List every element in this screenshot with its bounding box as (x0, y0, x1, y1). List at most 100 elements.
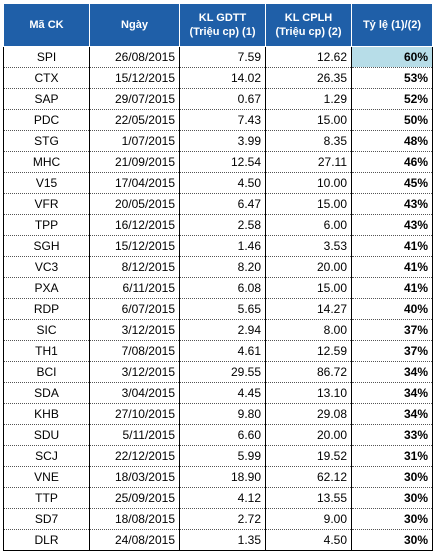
cell-code: BCI (3, 361, 90, 383)
table-row: VNE 18/03/2015 18.90 62.12 30% (3, 466, 433, 488)
cell-date: 1/07/2015 (89, 130, 180, 152)
cell-kl-cplh: 8.00 (265, 319, 352, 341)
header-kl-cplh-line2: (Triệu cp) (2) (275, 26, 342, 38)
cell-kl-cplh: 15.00 (265, 109, 352, 131)
table-row: MHC 21/09/2015 12.54 27.11 46% (3, 151, 433, 173)
cell-kl-cplh: 14.27 (265, 298, 352, 320)
cell-kl-cplh: 19.52 (265, 445, 352, 467)
table-row: DLR 24/08/2015 1.35 4.50 30% (3, 529, 433, 551)
cell-kl-cplh: 13.55 (265, 487, 352, 509)
cell-ratio: 48% (351, 130, 433, 152)
cell-code: TH1 (3, 340, 90, 362)
header-date: Ngày (89, 3, 180, 47)
cell-kl-gdtt: 1.35 (179, 529, 266, 551)
cell-code: SGH (3, 235, 90, 257)
cell-kl-cplh: 27.11 (265, 151, 352, 173)
cell-ratio: 41% (351, 235, 433, 257)
cell-kl-cplh: 12.59 (265, 340, 352, 362)
cell-kl-cplh: 12.62 (265, 46, 352, 68)
cell-ratio: 34% (351, 403, 433, 425)
table-header-row: Mã CK Ngày KL GDTT (Triệu cp) (1) KL CPL… (3, 3, 433, 47)
stock-table-container: Mã CK Ngày KL GDTT (Triệu cp) (1) KL CPL… (3, 3, 433, 551)
cell-ratio: 40% (351, 298, 433, 320)
cell-ratio: 34% (351, 382, 433, 404)
header-kl-gdtt-line1: KL GDTT (198, 12, 247, 24)
cell-kl-cplh: 8.35 (265, 130, 352, 152)
cell-kl-cplh: 9.00 (265, 508, 352, 530)
cell-date: 22/05/2015 (89, 109, 180, 131)
cell-ratio: 33% (351, 424, 433, 446)
cell-kl-gdtt: 7.59 (179, 46, 266, 68)
cell-date: 24/08/2015 (89, 529, 180, 551)
cell-kl-gdtt: 4.45 (179, 382, 266, 404)
header-date-label: Ngày (121, 19, 148, 31)
cell-code: CTX (3, 67, 90, 89)
cell-kl-gdtt: 5.99 (179, 445, 266, 467)
table-row: PXA 6/11/2015 6.08 15.00 41% (3, 277, 433, 299)
cell-code: SAP (3, 88, 90, 110)
cell-kl-gdtt: 3.99 (179, 130, 266, 152)
cell-date: 17/04/2015 (89, 172, 180, 194)
table-row: VFR 20/05/2015 6.47 15.00 43% (3, 193, 433, 215)
cell-code: STG (3, 130, 90, 152)
cell-date: 6/07/2015 (89, 298, 180, 320)
cell-kl-cplh: 29.08 (265, 403, 352, 425)
cell-kl-gdtt: 18.90 (179, 466, 266, 488)
cell-kl-gdtt: 2.94 (179, 319, 266, 341)
cell-date: 8/12/2015 (89, 256, 180, 278)
cell-kl-gdtt: 2.58 (179, 214, 266, 236)
cell-kl-cplh: 62.12 (265, 466, 352, 488)
cell-ratio: 41% (351, 256, 433, 278)
table-row: VC3 8/12/2015 8.20 20.00 41% (3, 256, 433, 278)
cell-date: 18/03/2015 (89, 466, 180, 488)
table-row: BCI 3/12/2015 29.55 86.72 34% (3, 361, 433, 383)
table-row: SDA 3/04/2015 4.45 13.10 34% (3, 382, 433, 404)
cell-date: 7/08/2015 (89, 340, 180, 362)
cell-ratio: 30% (351, 508, 433, 530)
header-ratio: Tỷ lệ (1)/(2) (351, 3, 433, 47)
cell-ratio: 37% (351, 319, 433, 341)
table-row: PDC 22/05/2015 7.43 15.00 50% (3, 109, 433, 131)
table-row: SAP 29/07/2015 0.67 1.29 52% (3, 88, 433, 110)
cell-ratio: 46% (351, 151, 433, 173)
cell-kl-gdtt: 9.80 (179, 403, 266, 425)
stock-ratio-table: Mã CK Ngày KL GDTT (Triệu cp) (1) KL CPL… (3, 3, 433, 551)
table-row: SGH 15/12/2015 1.46 3.53 41% (3, 235, 433, 257)
table-row: TTP 25/09/2015 4.12 13.55 30% (3, 487, 433, 509)
cell-date: 26/08/2015 (89, 46, 180, 68)
cell-kl-cplh: 15.00 (265, 277, 352, 299)
table-row: SCJ 22/12/2015 5.99 19.52 31% (3, 445, 433, 467)
cell-code: MHC (3, 151, 90, 173)
cell-code: DLR (3, 529, 90, 551)
cell-code: VNE (3, 466, 90, 488)
cell-kl-gdtt: 29.55 (179, 361, 266, 383)
cell-ratio: 30% (351, 487, 433, 509)
cell-date: 3/12/2015 (89, 319, 180, 341)
header-code: Mã CK (3, 3, 90, 47)
table-body: SPI 26/08/2015 7.59 12.62 60% CTX 15/12/2015 14… (3, 46, 433, 551)
header-ratio-label: Tỷ lệ (1)/(2) (362, 19, 422, 31)
cell-kl-gdtt: 4.12 (179, 487, 266, 509)
table-row: TH1 7/08/2015 4.61 12.59 37% (3, 340, 433, 362)
cell-date: 22/12/2015 (89, 445, 180, 467)
cell-ratio: 41% (351, 277, 433, 299)
header-kl-cplh: KL CPLH (Triệu cp) (2) (265, 3, 352, 47)
cell-kl-cplh: 6.00 (265, 214, 352, 236)
cell-date: 18/08/2015 (89, 508, 180, 530)
cell-kl-cplh: 10.00 (265, 172, 352, 194)
cell-ratio: 30% (351, 466, 433, 488)
table-row: V15 17/04/2015 4.50 10.00 45% (3, 172, 433, 194)
cell-code: PDC (3, 109, 90, 131)
cell-kl-gdtt: 6.08 (179, 277, 266, 299)
cell-kl-cplh: 1.29 (265, 88, 352, 110)
cell-kl-cplh: 4.50 (265, 529, 352, 551)
cell-date: 5/11/2015 (89, 424, 180, 446)
cell-code: VC3 (3, 256, 90, 278)
cell-kl-gdtt: 6.60 (179, 424, 266, 446)
cell-code: SDU (3, 424, 90, 446)
header-kl-cplh-line1: KL CPLH (284, 12, 333, 24)
cell-kl-cplh: 86.72 (265, 361, 352, 383)
cell-kl-gdtt: 7.43 (179, 109, 266, 131)
cell-ratio: 50% (351, 109, 433, 131)
cell-date: 15/12/2015 (89, 67, 180, 89)
